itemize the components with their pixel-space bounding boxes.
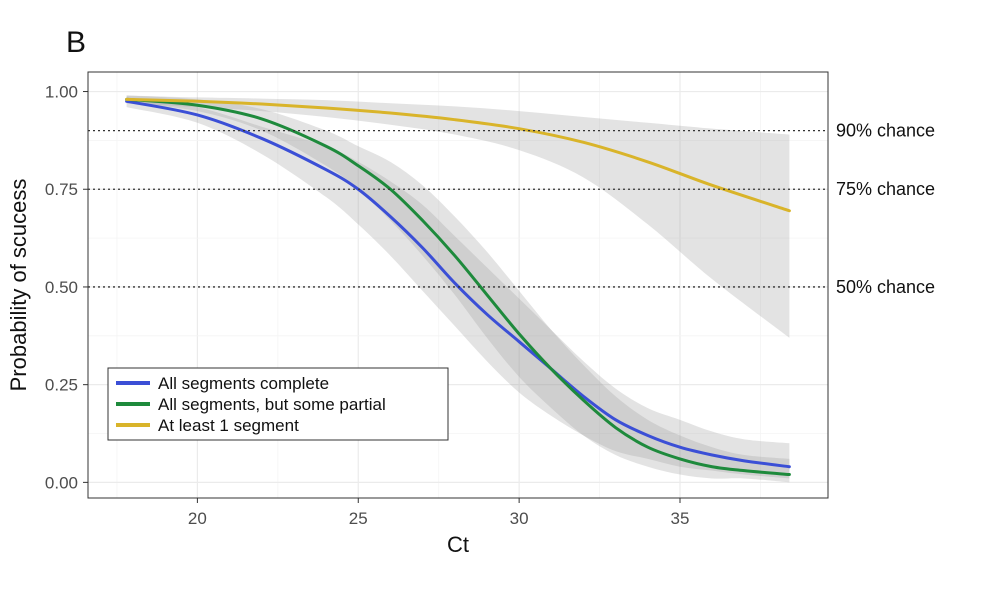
legend-box (107, 367, 449, 441)
legend-label-1: All segments complete (158, 374, 329, 393)
axis-ticks: 20 25 30 35 0.00 0.25 0.50 0.75 1.00 (45, 83, 690, 528)
ci-ribbon-2 (126, 95, 790, 483)
panel-label: B (66, 26, 86, 59)
legend-label-3: At least 1 segment (158, 416, 299, 435)
plot-panel-border (87, 71, 829, 499)
x-tick-label: 25 (349, 509, 368, 528)
x-tick-label: 20 (188, 509, 207, 528)
legend-label-2: All segments, but some partial (158, 395, 386, 414)
legend: All segments complete All segments, but s… (107, 367, 449, 441)
ci-ribbon-3 (126, 95, 790, 338)
series-line-2 (125, 97, 791, 477)
reference-line-label: 50% chance (836, 277, 935, 297)
series-line-1 (125, 99, 791, 469)
series-lines (125, 97, 791, 477)
y-tick-label: 1.00 (45, 83, 78, 102)
reference-line-label: 75% chance (836, 179, 935, 199)
x-tick-label: 35 (671, 509, 690, 528)
y-tick-label: 0.00 (45, 473, 78, 492)
reference-line-label: 90% chance (836, 121, 935, 141)
y-tick-label: 0.75 (45, 180, 78, 199)
y-tick-label: 0.50 (45, 278, 78, 297)
y-tick-label: 0.25 (45, 376, 78, 395)
y-axis-title: Probability of scucess (6, 179, 31, 392)
x-tick-label: 30 (510, 509, 529, 528)
x-axis-title: Ct (447, 532, 469, 557)
series-line-3 (125, 97, 791, 213)
reference-lines: 90% chance 75% chance 50% chance (88, 121, 935, 297)
